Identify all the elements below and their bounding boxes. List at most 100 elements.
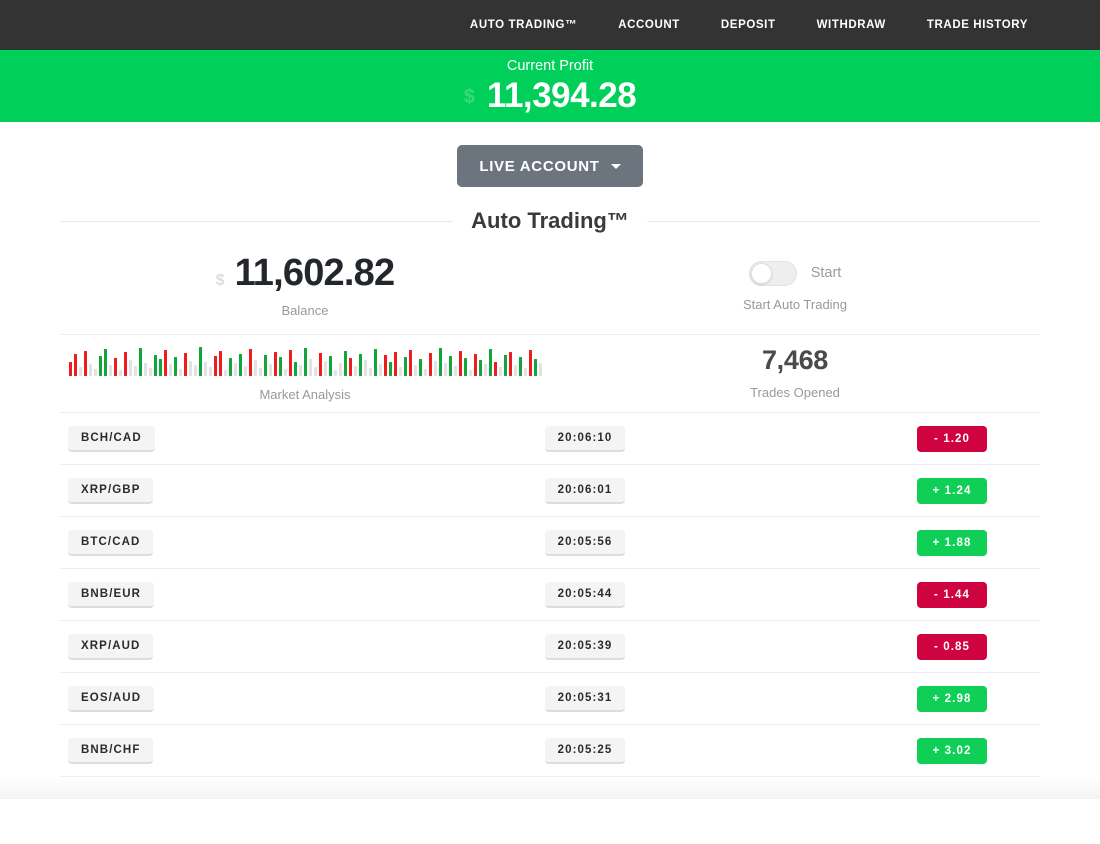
auto-trading-caption: Start Auto Trading <box>742 296 848 312</box>
sparkline-bar <box>293 361 297 376</box>
live-account-dropdown[interactable]: LIVE ACCOUNT <box>457 145 643 187</box>
account-selector-zone: LIVE ACCOUNT <box>0 122 1100 208</box>
sparkline-bar <box>523 367 527 376</box>
trade-pair-cell: XRP/GBP <box>60 477 415 504</box>
sparkline-bar <box>288 349 292 376</box>
sparkline-bar <box>418 358 422 376</box>
sparkline-bar <box>443 362 447 376</box>
trade-pair-badge: XRP/GBP <box>68 477 154 504</box>
trade-time-badge: 20:05:44 <box>544 581 626 608</box>
trade-time-badge: 20:05:25 <box>544 737 626 764</box>
sparkline-bar <box>328 355 332 376</box>
sparkline-bar <box>308 358 312 376</box>
sparkline-bar <box>178 368 182 376</box>
sparkline-bar <box>163 349 167 376</box>
trade-time-cell: 20:05:56 <box>415 529 755 556</box>
trade-time-cell: 20:05:44 <box>415 581 755 608</box>
divider-left <box>60 220 454 222</box>
nav-item-trade-history[interactable]: TRADE HISTORY <box>926 19 1028 31</box>
divider-right <box>646 220 1040 222</box>
trade-pair-cell: BCH/CAD <box>60 425 415 452</box>
sparkline-bar <box>123 351 127 376</box>
sparkline-bar <box>93 368 97 376</box>
sparkline-bar <box>228 357 232 376</box>
trade-pair-badge: BNB/EUR <box>68 581 155 608</box>
sparkline-bar <box>78 366 82 376</box>
nav-item-withdraw[interactable]: WITHDRAW <box>816 19 886 31</box>
sparkline-bar <box>388 361 392 376</box>
sparkline-bar <box>498 366 502 376</box>
trade-time-cell: 20:06:10 <box>415 425 755 452</box>
page-footer-gradient <box>0 777 1100 799</box>
status-badge: + 3.02 <box>917 737 987 764</box>
table-row: BCH/CAD 20:06:10 - 1.20 <box>60 413 1040 465</box>
sparkline-bar <box>353 365 357 376</box>
sparkline-bar <box>508 351 512 376</box>
auto-trading-toggle[interactable] <box>748 260 797 286</box>
sparkline-bar <box>188 360 192 376</box>
status-badge: + 1.88 <box>917 529 987 556</box>
sparkline-bar <box>518 356 522 376</box>
balance-label: Balance <box>281 303 329 318</box>
sparkline-bar <box>433 360 437 376</box>
trade-time-badge: 20:06:10 <box>544 425 626 452</box>
sparkline-bar <box>538 362 542 376</box>
sparkline-bar <box>298 364 302 376</box>
trade-pair-cell: XRP/AUD <box>60 633 415 660</box>
table-row: BNB/CHF 20:05:25 + 3.02 <box>60 725 1040 777</box>
sparkline-bar <box>153 354 157 376</box>
status-badge: + 2.98 <box>917 685 987 712</box>
sparkline-bar <box>493 361 497 376</box>
sparkline-bar <box>423 368 427 376</box>
nav-item-account[interactable]: ACCOUNT <box>618 19 680 31</box>
trade-amount-cell: - 0.85 <box>755 633 1040 660</box>
sparkline-bar <box>218 350 222 376</box>
balance-currency-symbol: $ <box>215 272 225 289</box>
market-analysis-stat: Market Analysis <box>60 335 550 412</box>
trade-time-cell: 20:06:01 <box>415 477 755 504</box>
sparkline-bar <box>398 366 402 376</box>
sparkline-bar <box>98 355 102 376</box>
sparkline-bar <box>273 351 277 376</box>
trade-amount-cell: + 1.24 <box>755 477 1040 504</box>
toggle-state-label: Start <box>810 265 842 281</box>
sparkline-bar <box>128 359 132 376</box>
sparkline-bar <box>193 364 197 376</box>
toggle-knob <box>750 262 772 284</box>
sparkline-bar <box>173 356 177 376</box>
sparkline-bar <box>503 354 507 376</box>
trade-amount-cell: + 3.02 <box>755 737 1040 764</box>
sparkline-bar <box>363 359 367 376</box>
sparkline-bar <box>268 363 272 376</box>
current-profit-value: 11,394.28 <box>486 76 637 116</box>
sparkline-bar <box>303 347 307 376</box>
sparkline-bar <box>403 356 407 376</box>
trade-pair-badge: XRP/AUD <box>68 633 154 660</box>
sparkline-bar <box>103 348 107 376</box>
sparkline-bar <box>473 353 477 376</box>
sparkline-bar <box>343 350 347 376</box>
sparkline-bar <box>263 354 267 376</box>
sparkline-bar <box>323 360 327 376</box>
sparkline-bar <box>453 365 457 376</box>
sparkline-bar <box>463 357 467 376</box>
sparkline-bar <box>378 363 382 376</box>
table-row: BTC/CAD 20:05:56 + 1.88 <box>60 517 1040 569</box>
trade-time-cell: 20:05:25 <box>415 737 755 764</box>
sparkline-bar <box>413 364 417 376</box>
caret-down-icon <box>610 163 621 169</box>
sparkline-bar <box>348 357 352 376</box>
sparkline-bar <box>113 357 117 376</box>
nav-item-auto-trading[interactable]: AUTO TRADING™ <box>469 19 578 31</box>
sparkline-bar <box>283 368 287 376</box>
sparkline-bar <box>258 367 262 376</box>
sparkline-bar <box>428 352 432 376</box>
balance-value: 11,602.82 <box>234 252 396 294</box>
trade-pair-cell: BTC/CAD <box>60 529 415 556</box>
sparkline-bar <box>513 364 517 376</box>
sparkline-bar <box>183 352 187 376</box>
sparkline-bar <box>133 365 137 376</box>
sparkline-bar <box>438 347 442 376</box>
nav-item-deposit[interactable]: DEPOSIT <box>720 19 776 31</box>
trade-pair-badge: BTC/CAD <box>68 529 154 556</box>
